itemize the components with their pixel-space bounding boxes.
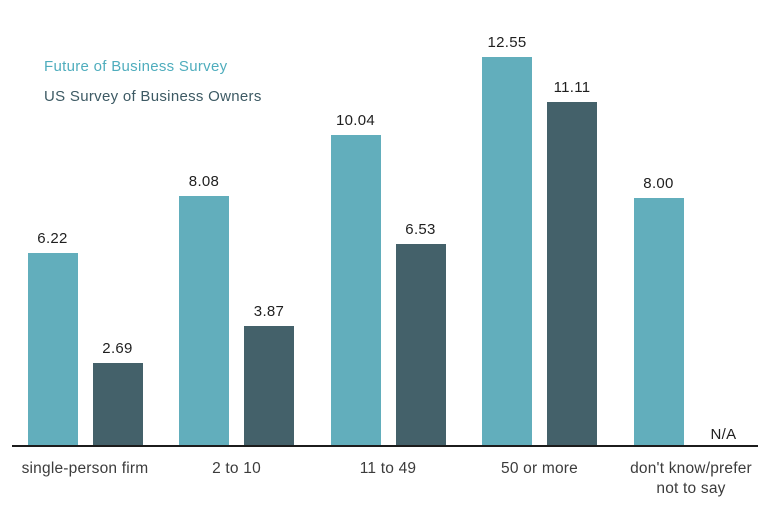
value-label: 8.08 — [188, 173, 220, 190]
value-label: 6.22 — [37, 230, 68, 247]
category-label: 2 to 10 — [212, 460, 261, 477]
value-label: 10.04 — [335, 112, 376, 129]
legend-item-future-of-business-survey: Future of Business Survey — [44, 58, 228, 75]
legend-item-us-survey-of-business-owners: US Survey of Business Owners — [44, 88, 262, 105]
category-label: 50 or more — [501, 460, 578, 477]
category-label: 11 to 49 — [359, 460, 417, 477]
bar-series0-group2 — [330, 135, 381, 446]
value-label: 6.53 — [405, 221, 436, 238]
bar-series0-group1 — [179, 196, 229, 446]
bar-series0-group0 — [27, 253, 78, 446]
value-label: 8.00 — [643, 175, 674, 192]
chart-legend: Future of Business Survey US Survey of B… — [44, 52, 262, 112]
bar-series0-group3 — [482, 57, 532, 446]
value-label: 2.69 — [102, 340, 133, 357]
value-label: 11.11 — [553, 79, 591, 96]
category-label: don't know/prefer not to say — [630, 460, 752, 497]
value-label: 12.55 — [487, 34, 527, 51]
bar-series1-group1 — [244, 326, 294, 446]
category-label: single-person firm — [21, 460, 149, 477]
value-label: 3.87 — [253, 303, 285, 320]
bar-series1-group0 — [92, 363, 143, 446]
na-label: N/A — [710, 426, 737, 443]
x-axis-line — [12, 445, 758, 447]
bar-series1-group3 — [547, 102, 597, 446]
bar-series0-group4 — [633, 198, 684, 446]
bar-series1-group2 — [395, 244, 446, 446]
